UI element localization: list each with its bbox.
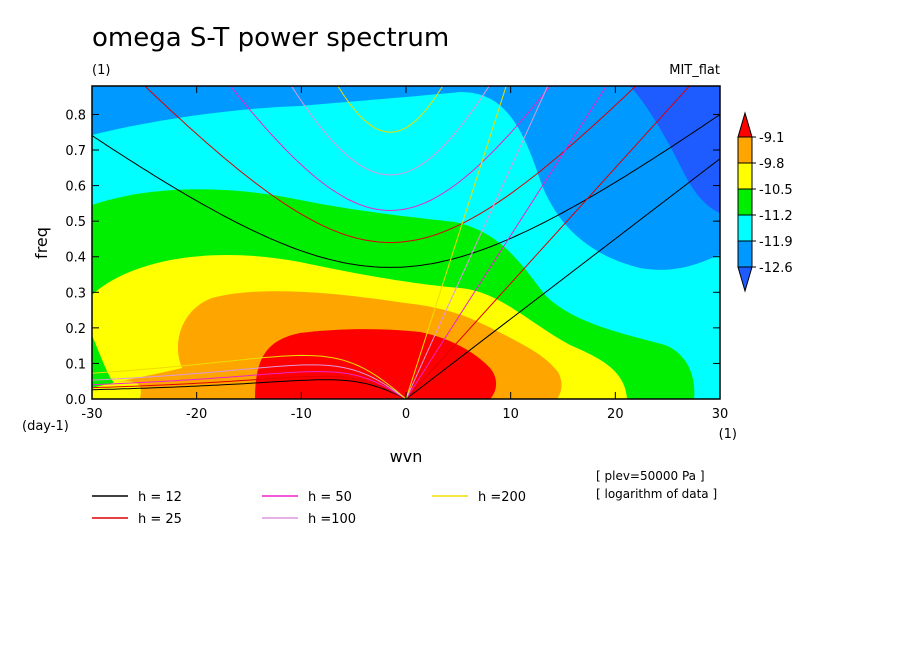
y-tick-label: 0.7 [65,144,86,159]
dispersion-curve-200 [92,86,507,399]
kelvin-wave-line [405,158,720,399]
x-tick-label: 10 [502,407,519,422]
y-axis-label: freq [32,227,51,259]
x-tick-label: -20 [186,407,207,422]
contour-fill-blue [92,86,720,270]
legend-label: h = 25 [138,512,182,527]
kelvin-wave-line [405,86,549,399]
gravity-wave-curve [337,86,444,133]
x-axis-unit: (1) [719,427,737,442]
rossby-wave-curve [92,364,407,399]
y-axis: 0.0 0.1 0.2 0.3 0.4 0.5 0.6 0.7 0.8 [65,108,720,408]
legend-label: h = 50 [308,490,352,505]
dispersion-curve-12 [92,113,720,399]
colorbar: -9.1 -9.8 -10.5 -11.2 -11.9 -12.6 [737,111,793,293]
plot-area [92,86,720,399]
rossby-wave-curve [92,370,407,399]
chart-subtitle-right: MIT_flat [669,63,720,78]
y-tick-label: 0.4 [65,251,86,266]
dispersion-curve-100 [92,86,549,399]
gravity-wave-curve [92,113,720,268]
y-axis-unit: (day-1) [22,419,69,434]
colorbar-label: -9.8 [759,157,784,172]
contour-fill-red [255,329,497,399]
note-logarithm: [ logarithm of data ] [596,487,717,501]
contour-fill-darkblue [630,86,720,213]
legend-item: h = 12 [92,490,182,505]
dispersion-curves [92,86,720,399]
legend-item: h =200 [432,490,526,505]
colorbar-arrow-bottom [737,266,753,293]
x-tick-label: -30 [81,407,102,422]
colorbar-label: -11.9 [759,235,793,250]
colorbar-label: -10.5 [759,183,793,198]
y-tick-label: 0.5 [65,215,86,230]
kelvin-wave-line [405,86,507,399]
chart-title: omega S-T power spectrum [92,23,449,53]
legend-item: h = 50 [262,490,352,505]
y-tick-label: 0.0 [65,393,86,408]
rossby-wave-curve [92,354,407,399]
legend: h = 12 h = 25 h = 50 h =100 h =200 [92,490,526,527]
legend-label: h =200 [478,490,526,505]
colorbar-swatch [737,214,753,242]
gravity-wave-curve [144,86,637,244]
colorbar-label: -11.2 [759,209,793,224]
chart-subtitle-left: (1) [92,63,110,78]
legend-item: h = 25 [92,512,182,527]
x-tick-label: 0 [402,407,410,422]
x-tick-label: -10 [291,407,312,422]
note-plev: [ plev=50000 Pa ] [596,469,705,483]
y-tick-label: 0.6 [65,180,86,195]
gravity-wave-curve [290,86,490,176]
x-axis-label: wvn [390,447,423,466]
y-tick-label: 0.1 [65,357,86,372]
colorbar-label: -9.1 [759,131,784,146]
legend-item: h =100 [262,512,356,527]
kelvin-wave-line [405,86,607,399]
y-tick-label: 0.3 [65,286,86,301]
gravity-wave-curve [229,86,551,212]
kelvin-wave-line [405,86,691,399]
y-tick-label: 0.2 [65,322,86,337]
colorbar-swatch [737,240,753,268]
x-axis: -30 -20 -10 0 10 20 30 [81,86,728,422]
colorbar-swatch [737,188,753,216]
colorbar-swatch [737,136,753,164]
legend-label: h =100 [308,512,356,527]
dispersion-curve-50 [92,86,607,399]
colorbar-arrow-top [737,111,753,138]
x-tick-label: 30 [712,407,729,422]
colorbar-label: -12.6 [759,261,793,276]
colorbar-swatch [737,162,753,190]
y-tick-label: 0.8 [65,108,86,123]
rossby-wave-curve [92,375,407,399]
x-tick-label: 20 [607,407,624,422]
dispersion-curve-25 [92,86,691,399]
contour-fill-yellow-lowleft [92,381,141,399]
rossby-wave-curve [92,379,407,399]
legend-label: h = 12 [138,490,182,505]
